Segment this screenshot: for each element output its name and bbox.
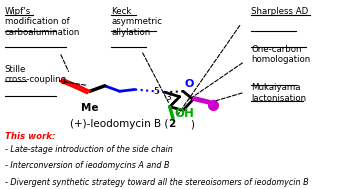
Text: Wipf's
modification of
carboalumination: Wipf's modification of carboalumination xyxy=(5,7,80,37)
Text: 3: 3 xyxy=(165,93,171,102)
Text: (+)-Ieodomycin B (: (+)-Ieodomycin B ( xyxy=(70,119,168,129)
Text: OH: OH xyxy=(175,107,195,120)
Text: This work:: This work: xyxy=(5,132,55,141)
Text: Stille
cross-coupling: Stille cross-coupling xyxy=(5,65,67,84)
Text: Mukaiyama
lactonisation: Mukaiyama lactonisation xyxy=(251,83,307,102)
Text: - Interconversion of ieodomycins A and B: - Interconversion of ieodomycins A and B xyxy=(5,161,169,170)
Text: 2: 2 xyxy=(168,119,175,129)
Text: 5: 5 xyxy=(153,87,159,96)
Text: ): ) xyxy=(190,119,194,129)
Text: One-carbon
homologation: One-carbon homologation xyxy=(251,45,311,64)
Text: Me: Me xyxy=(81,103,98,113)
Text: O: O xyxy=(185,79,194,89)
Text: - Divergent synthetic strategy toward all the stereoisomers of ieodomycin B: - Divergent synthetic strategy toward al… xyxy=(5,177,308,187)
Text: Keck
asymmetric
allylation: Keck asymmetric allylation xyxy=(111,7,163,37)
Text: Sharpless AD: Sharpless AD xyxy=(251,7,309,16)
Text: - Late-stage introduction of the side chain: - Late-stage introduction of the side ch… xyxy=(5,145,173,154)
